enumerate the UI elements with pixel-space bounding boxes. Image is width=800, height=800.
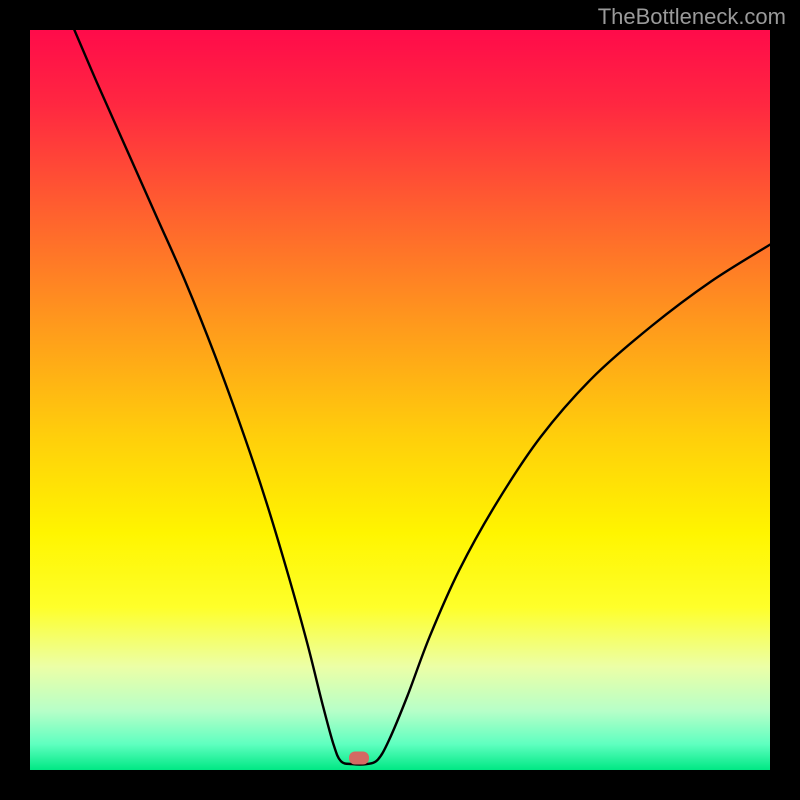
bottleneck-marker bbox=[349, 752, 369, 765]
plot-frame bbox=[30, 30, 770, 770]
bottleneck-curve bbox=[30, 30, 770, 770]
chart-stage: TheBottleneck.com bbox=[0, 0, 800, 800]
watermark-text: TheBottleneck.com bbox=[598, 4, 786, 30]
